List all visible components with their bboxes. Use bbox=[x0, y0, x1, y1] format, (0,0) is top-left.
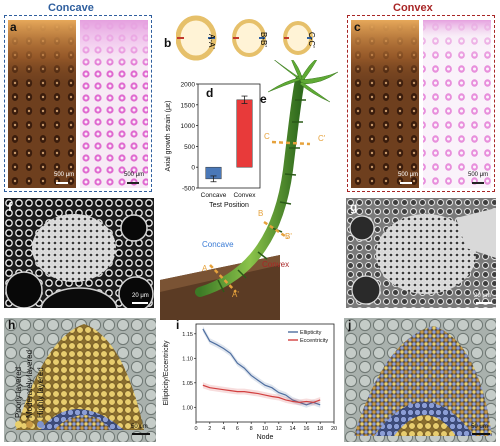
legend-item-highly: Highly layered bbox=[36, 367, 45, 428]
legend-label-moderately: Moderately layered bbox=[25, 349, 34, 418]
panel-i-axes: 0 2 4 6 8 10 12 14 16 18 20 1.00 1.05 1.10 1.15 Node Ell… bbox=[163, 323, 337, 441]
convex-dashed-frame bbox=[347, 15, 495, 192]
panel-h-scale: 50 μm bbox=[131, 424, 148, 430]
panel-c-scale-right: 500 μm bbox=[468, 172, 489, 178]
panel-d-ytick-label: 0 bbox=[191, 165, 195, 172]
section-label-bb: B-B' bbox=[259, 32, 268, 47]
panel-d-xlabel: Test Position bbox=[209, 202, 249, 209]
panel-c-scalebar-right bbox=[472, 182, 484, 184]
panel-e-bamboo-illustration bbox=[160, 60, 339, 320]
panel-h-legend: Poorly layered Moderately layered Highly… bbox=[14, 336, 74, 436]
panel-f-scalebar bbox=[132, 302, 148, 304]
panel-i-xtick-label: 2 bbox=[208, 426, 211, 432]
panel-g-letter: g bbox=[350, 200, 358, 214]
panel-i-xtick-label: 6 bbox=[236, 426, 239, 432]
convex-header: Convex bbox=[393, 2, 433, 14]
concave-dashed-frame bbox=[4, 15, 152, 192]
marker-a: A bbox=[202, 264, 208, 273]
panel-d-category-label: Concave bbox=[201, 192, 227, 199]
panel-d-bar-chart: -500 0 500 1000 1500 2000 Axial growth strain … bbox=[165, 82, 261, 209]
panel-i-legend-label: Ellipticity bbox=[300, 330, 322, 336]
panel-d-ytick-label: 1000 bbox=[181, 123, 196, 130]
panel-d-ytick-label: 1500 bbox=[181, 102, 196, 109]
panel-d-ylabel: Axial growth strain (με) bbox=[165, 101, 172, 172]
panel-a-scale-right: 500 μm bbox=[124, 172, 145, 178]
panel-j-letter: j bbox=[348, 318, 352, 332]
panel-i-ytick-label: 1.05 bbox=[182, 381, 193, 387]
panel-h-letter: h bbox=[8, 318, 16, 332]
panel-i-xtick-label: 18 bbox=[317, 426, 323, 432]
panel-a-scalebar-left bbox=[56, 182, 68, 184]
panel-d-ytick-label: -500 bbox=[182, 186, 195, 193]
panel-i-legend-label: Eccentricity bbox=[300, 338, 328, 344]
panel-a-letter: a bbox=[10, 20, 17, 34]
section-label-cc: C-C' bbox=[307, 32, 316, 48]
panel-j-scalebar bbox=[472, 433, 490, 435]
panel-g-sem-image bbox=[346, 198, 496, 308]
panel-d-bars bbox=[205, 95, 253, 183]
panel-f-letter: f bbox=[8, 200, 12, 214]
panel-i-xtick-label: 0 bbox=[194, 426, 197, 432]
panel-c-micrographs bbox=[351, 20, 491, 188]
concave-header: Concave bbox=[48, 2, 94, 14]
label-convex: Convex bbox=[262, 260, 290, 269]
panel-i-ytick-label: 1.15 bbox=[182, 332, 193, 338]
panel-i-xtick-label: 20 bbox=[331, 426, 337, 432]
marker-c: C bbox=[264, 132, 270, 141]
panel-d-letter: d bbox=[206, 86, 214, 100]
panel-i-xtick-label: 16 bbox=[303, 426, 309, 432]
legend-swatch-poorly bbox=[15, 421, 22, 428]
panel-b-cross-sections bbox=[176, 15, 313, 61]
panel-i-xtick-label: 10 bbox=[262, 426, 268, 432]
section-label-aa: A-A' bbox=[207, 34, 216, 49]
panel-i-lines bbox=[202, 325, 321, 408]
panel-i-ytick-label: 1.00 bbox=[182, 405, 193, 411]
label-concave: Concave bbox=[202, 240, 234, 249]
panel-i-xtick-label: 14 bbox=[290, 426, 296, 432]
panel-a-scale-left: 500 μm bbox=[54, 172, 75, 178]
panel-f-sem-image bbox=[4, 198, 154, 308]
panel-i-xtick-label: 4 bbox=[222, 426, 225, 432]
marker-b-prime: B' bbox=[285, 232, 292, 241]
panel-i-xlabel: Node bbox=[257, 434, 274, 441]
legend-item-poorly: Poorly layered bbox=[14, 367, 23, 428]
legend-item-moderately: Moderately layered bbox=[25, 350, 34, 428]
legend-swatch-moderately bbox=[26, 421, 33, 428]
panel-d-ytick-label: 2000 bbox=[181, 82, 196, 89]
panel-i-line-chart: 0 2 4 6 8 10 12 14 16 18 20 1.00 1.05 1.10 1.15 Node Ell… bbox=[163, 323, 337, 441]
panel-c-scale-left: 500 μm bbox=[398, 172, 419, 178]
panel-d-category-label: Convex bbox=[233, 192, 256, 199]
legend-label-highly: Highly layered bbox=[36, 367, 45, 418]
legend-swatch-highly bbox=[37, 421, 44, 428]
panel-i-xtick-label: 12 bbox=[276, 426, 282, 432]
panel-h-scalebar bbox=[132, 433, 150, 435]
panel-i-xtick-label: 8 bbox=[250, 426, 253, 432]
panel-h-micrograph bbox=[4, 318, 156, 442]
panel-i-frame bbox=[195, 323, 335, 423]
panel-c-letter: c bbox=[354, 20, 361, 34]
panel-i-letter: i bbox=[176, 318, 180, 332]
panel-j-micrograph bbox=[344, 318, 496, 442]
marker-b: B bbox=[258, 209, 264, 218]
panel-j-scale: 50 μm bbox=[471, 424, 488, 430]
panel-a-scalebar-right bbox=[127, 182, 139, 184]
panel-i-legend: Ellipticity Eccentricity bbox=[288, 330, 328, 344]
panel-d-bar-convex bbox=[236, 99, 253, 168]
panel-g-scale: 20 μm bbox=[474, 293, 491, 299]
marker-c-prime: C' bbox=[318, 134, 326, 143]
panel-d-ytick-label: 500 bbox=[184, 144, 195, 151]
panel-d-axes: -500 0 500 1000 1500 2000 Axial growth strain … bbox=[165, 82, 261, 209]
legend-label-poorly: Poorly layered bbox=[14, 366, 23, 418]
panel-f-scale: 20 μm bbox=[132, 293, 149, 299]
panel-g-scalebar bbox=[476, 302, 492, 304]
panel-e-letter: e bbox=[260, 92, 267, 106]
panel-a-micrographs bbox=[8, 20, 148, 188]
panel-c-scalebar-left bbox=[400, 182, 412, 184]
panel-i-line-eccentricity bbox=[202, 384, 321, 404]
panel-i-ytick-label: 1.10 bbox=[182, 356, 193, 362]
panel-i-ylabel: Ellipticity/Eccentricity bbox=[163, 340, 170, 405]
panel-b-letter: b bbox=[164, 36, 172, 50]
marker-a-prime: A' bbox=[232, 290, 239, 299]
